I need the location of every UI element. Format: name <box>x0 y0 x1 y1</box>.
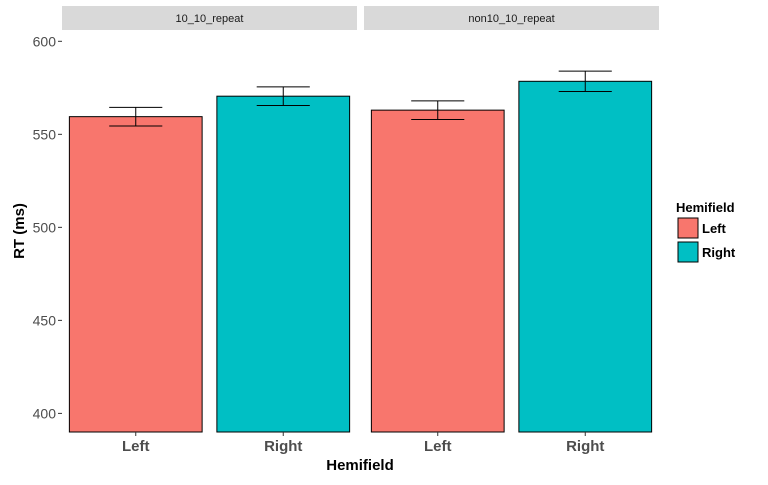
legend-title: Hemifield <box>676 200 735 215</box>
legend-label-left: Left <box>702 221 727 236</box>
x-tick-label: Left <box>122 438 150 455</box>
facet-strip <box>62 6 357 30</box>
y-tick-label: 450 <box>33 312 57 328</box>
error-bar <box>109 106 163 127</box>
x-tick-label: Right <box>264 438 302 455</box>
x-axis: Left Right Left Right <box>122 432 604 455</box>
bar-right <box>518 80 653 433</box>
y-tick-label: 600 <box>33 33 57 49</box>
facet-strips: 10_10_repeat non10_10_repeat <box>62 6 659 30</box>
legend-key-left <box>677 217 699 239</box>
bar-left <box>68 116 203 433</box>
x-tick-label: Left <box>424 438 452 455</box>
y-tick-label: 500 <box>33 219 57 235</box>
facet-strip-label: 10_10_repeat <box>176 13 244 25</box>
y-tick-label: 400 <box>33 405 57 421</box>
y-tick-label: 550 <box>33 126 57 142</box>
x-axis-title: Hemifield <box>326 457 394 474</box>
legend: Hemifield Left Right <box>676 200 736 263</box>
facet-strip-label: non10_10_repeat <box>468 13 554 25</box>
error-bar <box>411 100 465 120</box>
y-axis-title: RT (ms) <box>11 203 28 259</box>
y-axis: 400 450 500 550 600 <box>33 33 62 421</box>
error-bar <box>256 86 310 106</box>
x-tick-label: Right <box>566 438 604 455</box>
bar-left <box>370 109 505 433</box>
bar-right <box>216 95 351 433</box>
bars-layer <box>68 80 653 433</box>
error-bar <box>558 70 612 93</box>
facet-strip <box>364 6 659 30</box>
legend-label-right: Right <box>702 245 736 260</box>
legend-key-right <box>677 241 699 263</box>
error-bars-layer <box>109 70 612 127</box>
